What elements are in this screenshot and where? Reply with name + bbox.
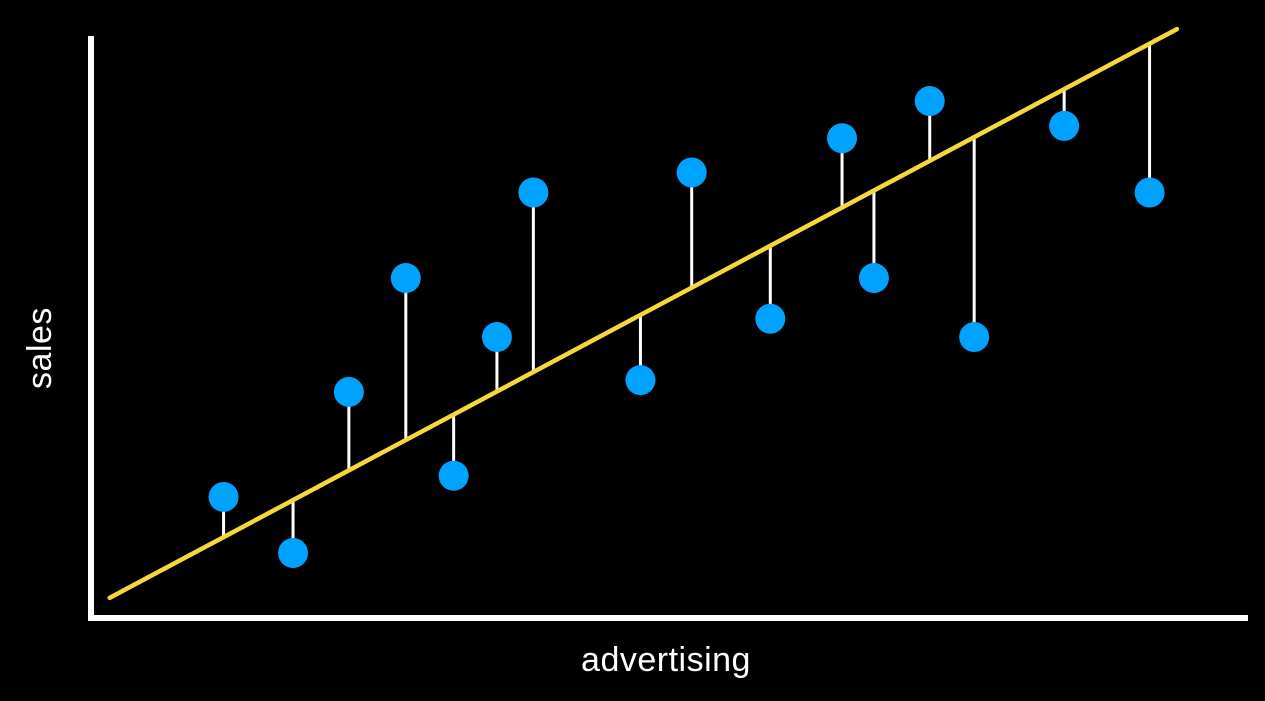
data-point — [208, 481, 239, 512]
data-point — [827, 123, 858, 154]
regression-line-layer — [107, 26, 1180, 601]
data-point — [278, 538, 309, 568]
data-point — [858, 263, 889, 294]
data-point — [518, 177, 549, 208]
data-point — [914, 86, 945, 117]
data-point — [438, 460, 469, 491]
data-point — [333, 376, 364, 407]
data-point — [481, 322, 512, 353]
data-point — [390, 263, 421, 294]
data-point — [959, 322, 990, 353]
data-points — [208, 86, 1165, 568]
data-point — [676, 157, 707, 188]
y-axis-label: sales — [21, 307, 59, 389]
x-axis-label: advertising — [581, 641, 751, 679]
regression-line — [107, 26, 1180, 601]
data-point — [1134, 177, 1165, 208]
data-point — [625, 365, 656, 396]
data-point — [1049, 110, 1080, 141]
data-point — [755, 303, 786, 334]
